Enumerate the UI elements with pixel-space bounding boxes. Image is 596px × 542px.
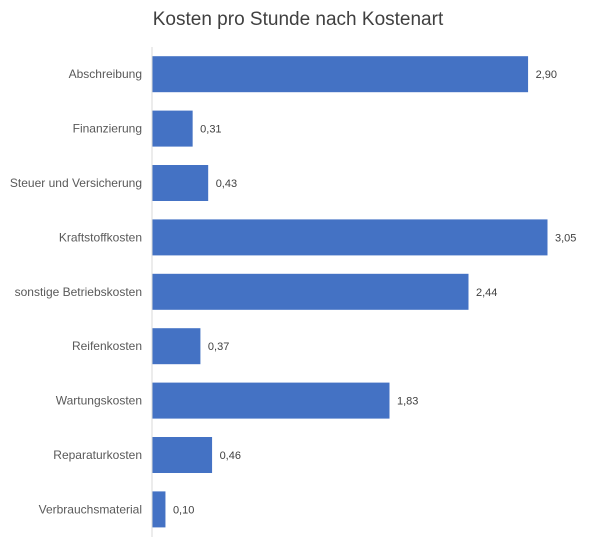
data-label: 0,31 xyxy=(200,124,221,136)
data-label: 3,05 xyxy=(555,232,576,244)
data-label: 0,46 xyxy=(220,450,241,462)
data-label: 0,10 xyxy=(173,504,194,516)
category-tick-label: Reparaturkosten xyxy=(53,448,142,462)
bar xyxy=(152,219,548,256)
bar xyxy=(152,56,529,93)
data-label: 2,90 xyxy=(536,69,557,81)
chart-title: Kosten pro Stunde nach Kostenart xyxy=(152,9,444,30)
category-tick-label: Verbrauchsmaterial xyxy=(39,502,142,516)
bar xyxy=(152,382,390,419)
bar xyxy=(152,437,213,473)
bar xyxy=(152,328,201,365)
data-label: 1,83 xyxy=(397,396,418,408)
bar xyxy=(152,491,166,528)
category-tick-label: Kraftstoffkosten xyxy=(59,230,142,244)
bar xyxy=(152,110,193,147)
category-tick-label: Wartungskosten xyxy=(56,394,142,408)
data-label: 0,43 xyxy=(216,178,237,190)
data-label: 0,37 xyxy=(208,341,229,353)
category-tick-label: Steuer und Versicherung xyxy=(10,176,142,190)
category-tick-label: Reifenkosten xyxy=(72,339,142,353)
bar xyxy=(152,165,209,201)
data-label: 2,44 xyxy=(476,287,497,299)
category-tick-label: sonstige Betriebskosten xyxy=(15,285,142,299)
category-tick-label: Abschreibung xyxy=(69,67,142,81)
bar xyxy=(152,273,469,310)
category-tick-label: Finanzierung xyxy=(73,122,142,136)
